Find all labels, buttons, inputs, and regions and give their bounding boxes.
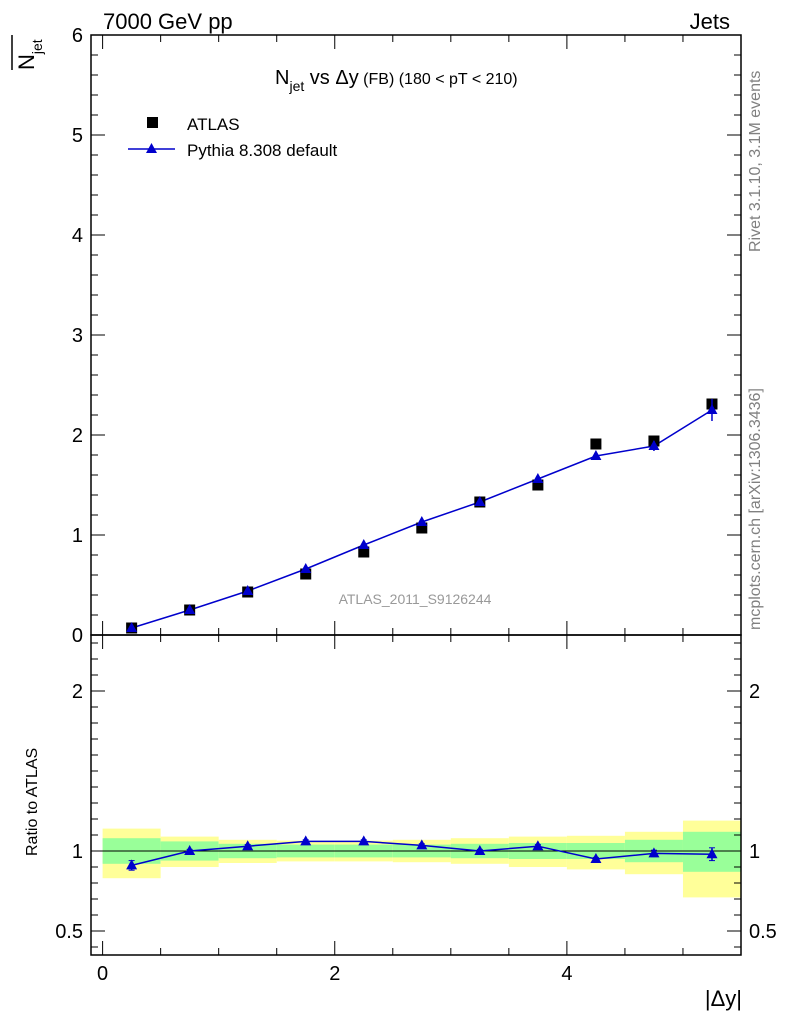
main-y-tick-label: 1 bbox=[72, 525, 83, 547]
pythia-point bbox=[184, 604, 196, 614]
title-dy: Δy bbox=[335, 67, 358, 89]
main-y-tick-label: 3 bbox=[72, 325, 83, 347]
pythia-point bbox=[242, 585, 254, 595]
ratio-frame bbox=[90, 634, 742, 956]
title-sub: jet bbox=[288, 78, 304, 94]
header-left-label: 7000 GeV pp bbox=[103, 9, 233, 34]
x-axis-label: |Δy| bbox=[705, 986, 742, 1011]
legend-pythia-marker bbox=[146, 143, 157, 153]
header-right-label: Jets bbox=[690, 9, 730, 34]
pythia-point bbox=[126, 622, 138, 632]
ratio-uncertainty-bands bbox=[102, 820, 741, 898]
pythia-point bbox=[358, 539, 370, 549]
x-tick-label: 0 bbox=[97, 963, 108, 985]
ylabel-n: N bbox=[14, 54, 39, 70]
main-y-tick-label: 2 bbox=[72, 425, 83, 447]
pythia-point bbox=[590, 450, 602, 460]
ratio-y-tick-label: 1 bbox=[72, 841, 83, 863]
analysis-watermark: ATLAS_2011_S9126244 bbox=[339, 591, 492, 607]
main-plot-title: Njet vs Δy (FB) (180 < pT < 210) bbox=[275, 67, 518, 94]
rivet-version-label: Rivet 3.1.10, 3.1M events bbox=[747, 71, 764, 252]
ratio-pythia-point bbox=[358, 835, 370, 846]
main-data-marks bbox=[126, 398, 718, 634]
pythia-point bbox=[416, 516, 428, 526]
x-tick-label: 2 bbox=[329, 963, 340, 985]
main-y-tick-label: 4 bbox=[72, 225, 83, 247]
ratio-pythia-point bbox=[416, 839, 428, 850]
atlas-data-point bbox=[532, 479, 544, 491]
main-y-tick-label: 6 bbox=[72, 25, 83, 47]
main-y-tick-label: 0 bbox=[72, 625, 83, 647]
title-fb: (FB) bbox=[359, 71, 395, 88]
x-tick-label: 4 bbox=[561, 963, 572, 985]
ratio-axes: 0.5 0.5 1 1 2 2 0 2 4 bbox=[55, 634, 777, 985]
ratio-pythia-point bbox=[242, 840, 254, 851]
ratio-y-tick-label-right: 2 bbox=[749, 681, 760, 703]
pythia-point bbox=[300, 563, 312, 573]
mcplots-reference-label: mcplots.cern.ch [arXiv:1306.3436] bbox=[747, 388, 764, 630]
ratio-y-tick-label-right: 0.5 bbox=[749, 921, 777, 943]
ratio-pythia-point bbox=[126, 859, 138, 870]
pythia-point bbox=[706, 404, 718, 414]
pythia-point bbox=[474, 496, 486, 506]
pythia-point bbox=[648, 440, 660, 450]
ratio-pythia-point bbox=[532, 840, 544, 851]
atlas-data-point bbox=[590, 438, 602, 450]
legend-atlas-marker bbox=[147, 117, 158, 128]
main-y-tick-label: 5 bbox=[72, 125, 83, 147]
ratio-y-tick-label: 0.5 bbox=[55, 921, 83, 943]
main-axes: 0 1 2 3 4 5 6 bbox=[72, 25, 742, 647]
atlas-data-point bbox=[358, 546, 370, 558]
ratio-pythia-point bbox=[648, 847, 660, 858]
legend-pythia-label: Pythia 8.308 default bbox=[187, 141, 338, 160]
title-range: (180 < pT < 210) bbox=[394, 71, 517, 88]
title-mid: vs bbox=[304, 67, 335, 89]
ratio-pythia-point bbox=[184, 845, 196, 855]
atlas-data-point bbox=[416, 522, 428, 534]
title-n: N bbox=[275, 67, 289, 89]
atlas-data-point bbox=[300, 568, 312, 580]
ratio-y-tick-label-right: 1 bbox=[749, 841, 760, 863]
ratio-pythia-point bbox=[300, 835, 312, 846]
pythia-point bbox=[532, 473, 544, 483]
ratio-y-tick-label: 2 bbox=[72, 681, 83, 703]
ratio-pythia-point bbox=[590, 853, 602, 863]
legend: ATLAS Pythia 8.308 default bbox=[128, 115, 338, 160]
ratio-pythia-point bbox=[474, 845, 486, 855]
ratio-pythia-point bbox=[706, 848, 718, 859]
ylabel-sub: jet bbox=[29, 39, 45, 55]
legend-atlas-label: ATLAS bbox=[187, 115, 240, 134]
ratio-y-axis-label: Ratio to ATLAS bbox=[24, 748, 41, 856]
ratio-data-marks bbox=[126, 835, 718, 871]
main-y-axis-label: Njet bbox=[14, 39, 45, 70]
